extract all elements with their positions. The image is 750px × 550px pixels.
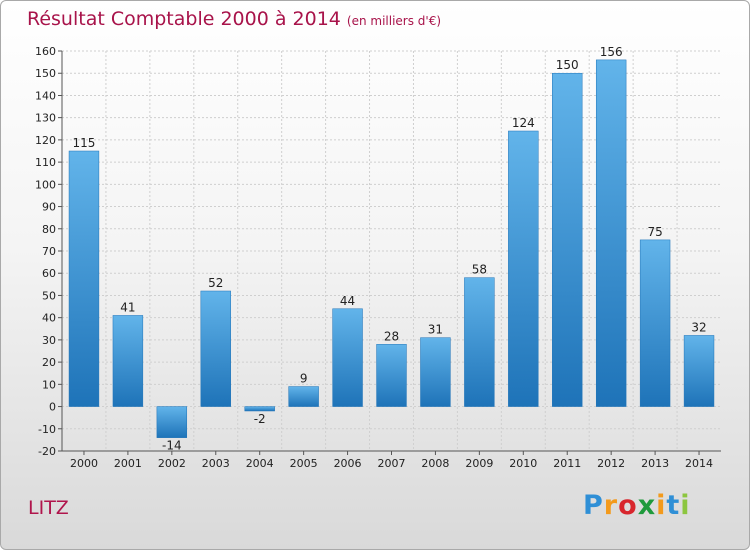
x-tick-label: 2003 [202, 457, 230, 470]
value-label: 156 [600, 45, 623, 59]
bar [464, 277, 495, 407]
logo-letter: t [666, 490, 681, 521]
logo-letter: i [680, 490, 691, 521]
y-tick-label: 160 [35, 45, 56, 58]
y-tick-label: 120 [35, 134, 56, 147]
bar [552, 72, 583, 407]
logo-letter: P [583, 490, 604, 521]
bar [683, 335, 715, 407]
y-tick-label: 50 [42, 289, 56, 302]
value-label: -14 [162, 439, 182, 453]
y-tick-label: 40 [42, 312, 56, 325]
x-tick-label: 2014 [685, 457, 713, 470]
x-tick-label: 2005 [290, 457, 318, 470]
x-tick-label: 2010 [509, 457, 537, 470]
y-tick-label: 140 [35, 89, 56, 102]
bar [112, 315, 144, 407]
x-tick-label: 2001 [114, 457, 142, 470]
chart-unit: (en milliers d'€) [346, 14, 442, 28]
y-tick-label: -20 [38, 445, 56, 458]
bar [376, 344, 407, 407]
y-tick-label: 90 [42, 201, 56, 214]
value-label: 28 [384, 329, 399, 343]
value-label: -2 [254, 412, 266, 426]
proxiti-logo: Proxiti [583, 490, 691, 521]
value-label: 31 [428, 323, 443, 337]
x-tick-label: 2009 [465, 457, 493, 470]
bar [332, 308, 363, 407]
bar-layer [68, 59, 715, 438]
y-tick-label: 70 [42, 245, 56, 258]
bar [420, 337, 451, 407]
bar [508, 130, 539, 407]
x-tick-label: 2000 [70, 457, 98, 470]
bar [288, 386, 319, 407]
y-tick-label: 10 [42, 378, 56, 391]
value-label: 9 [300, 372, 308, 386]
bar [639, 239, 671, 407]
y-tick-label: 60 [42, 267, 56, 280]
value-label: 124 [512, 116, 535, 130]
axis-layer: -20 -10 0 10 20 30 40 50 60 70 80 90 100 110 120 130 140… [35, 45, 721, 470]
y-tick-label: 110 [35, 156, 56, 169]
bar [595, 59, 627, 407]
x-tick-label: 2007 [378, 457, 406, 470]
y-tick-label: 100 [35, 178, 56, 191]
value-label: 32 [691, 320, 706, 334]
bar [156, 406, 188, 438]
value-label: 44 [340, 294, 355, 308]
x-tick-label: 2002 [158, 457, 186, 470]
chart-title: Résultat Comptable 2000 à 2014 (en millie… [27, 8, 442, 30]
logo-letter: o [618, 490, 638, 521]
y-tick-label: 130 [35, 112, 56, 125]
logo-letter: i [656, 490, 667, 521]
bar [68, 150, 100, 407]
bar [244, 406, 275, 412]
value-label: 115 [73, 136, 96, 150]
x-tick-label: 2013 [641, 457, 669, 470]
value-label: 75 [647, 225, 662, 239]
x-tick-label: 2006 [334, 457, 362, 470]
y-tick-label: 150 [35, 67, 56, 80]
y-tick-label: 30 [42, 334, 56, 347]
x-tick-label: 2011 [553, 457, 581, 470]
y-tick-label: -10 [38, 423, 56, 436]
value-label: 41 [120, 300, 135, 314]
bar [200, 290, 231, 407]
value-label: 150 [556, 58, 579, 72]
label-layer: 115 41 -14 52 -2 9 44 28 31 58 124 150 156 75 32 [73, 45, 707, 453]
logo-letter: r [603, 490, 619, 521]
logo-letter: x [637, 490, 657, 521]
value-label: 58 [472, 263, 487, 277]
commune-name: LITZ [28, 497, 69, 519]
x-tick-label: 2004 [246, 457, 274, 470]
value-label: 52 [208, 276, 223, 290]
x-tick-label: 2008 [421, 457, 449, 470]
x-tick-label: 2012 [597, 457, 625, 470]
y-tick-label: 20 [42, 356, 56, 369]
y-tick-label: 0 [49, 401, 56, 414]
y-tick-label: 80 [42, 223, 56, 236]
